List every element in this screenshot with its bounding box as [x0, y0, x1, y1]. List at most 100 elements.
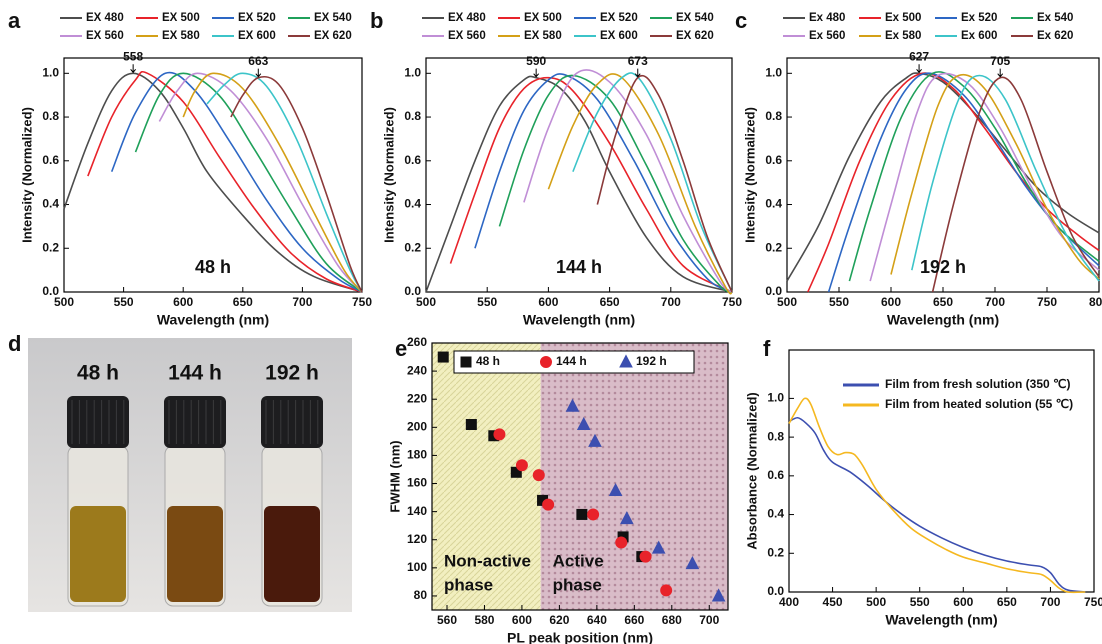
legend-label: EX 500 [162, 12, 200, 24]
point [615, 536, 628, 549]
series-line [807, 72, 1100, 293]
point [565, 398, 580, 412]
peak-label: 663 [248, 54, 268, 68]
inset-label: 192 h [920, 257, 966, 277]
legend-label: Ex 480 [809, 12, 845, 24]
x-tick-label: 600 [881, 295, 901, 309]
y-tick-label: 240 [407, 363, 427, 377]
x-tick-label: 600 [173, 295, 193, 309]
legend-label: EX 620 [314, 30, 352, 42]
point [608, 482, 623, 497]
point [437, 351, 449, 363]
y-tick-label: 0.6 [404, 153, 421, 167]
series-line [449, 76, 733, 293]
sample-label: 144 h [168, 362, 222, 385]
y-tick-label: 1.0 [765, 65, 782, 79]
y-axis-title: FWHM (nm) [387, 440, 402, 512]
series-line [425, 75, 733, 293]
y-tick-label: 140 [407, 504, 427, 518]
x-axis-title: Wavelength (nm) [887, 312, 999, 328]
legend-label: Ex 560 [809, 30, 845, 42]
panel-letter: e [395, 336, 407, 361]
point [620, 511, 634, 525]
point [532, 469, 545, 482]
x-tick-label: 660 [624, 613, 644, 627]
series-line [158, 72, 363, 293]
peak-label: 627 [909, 49, 929, 63]
phase-label: phase [553, 575, 602, 594]
x-axis-title: PL peak position (nm) [507, 630, 653, 644]
peak-arrow [130, 64, 137, 74]
x-tick-label: 500 [866, 595, 886, 609]
y-tick-label: 0.8 [404, 109, 421, 123]
plot-frame [786, 57, 1100, 293]
x-axis-title: Wavelength (nm) [885, 612, 997, 628]
plot-frame [425, 57, 733, 293]
legend-label: EX 520 [600, 12, 638, 24]
x-tick-label: 500 [416, 295, 436, 309]
series-line [869, 72, 1100, 282]
legend-label: EX 580 [162, 30, 200, 42]
y-tick-label: 0.0 [404, 284, 421, 298]
y-tick-label: 0.8 [765, 109, 782, 123]
legend-label: 192 h [636, 354, 667, 368]
x-tick-label: 650 [600, 295, 620, 309]
series-line [547, 73, 733, 295]
peak-arrow [997, 68, 1004, 78]
legend-label: EX 560 [448, 30, 486, 42]
legend-label: Ex 540 [1037, 12, 1073, 24]
x-tick-label: 550 [829, 295, 849, 309]
y-tick-label: 1.0 [404, 65, 421, 79]
y-tick-label: 0.4 [404, 197, 421, 211]
vial-liquid [264, 506, 320, 602]
y-tick-label: 120 [407, 532, 427, 546]
point [576, 508, 588, 520]
x-tick-label: 700 [1040, 595, 1060, 609]
x-tick-label: 500 [777, 295, 797, 309]
series-line [206, 72, 363, 293]
point [493, 428, 506, 441]
plot-frame [788, 349, 1095, 593]
x-tick-label: 750 [352, 295, 372, 309]
x-tick-label: 650 [233, 295, 253, 309]
y-tick-label: 0.6 [42, 153, 59, 167]
series-line [827, 72, 1100, 293]
vial-liquid [70, 506, 126, 602]
phase-label: Active [553, 551, 604, 570]
y-axis-title: Absorbance (Normalized) [744, 392, 759, 549]
point [660, 584, 673, 597]
point [685, 556, 700, 570]
legend-label: 48 h [476, 354, 500, 368]
series-line [911, 74, 1100, 282]
x-tick-label: 550 [477, 295, 497, 309]
legend-label: EX 500 [524, 12, 562, 24]
series-line [931, 76, 1100, 293]
series-line [523, 69, 733, 293]
legend-label: EX 480 [448, 12, 486, 24]
y-tick-label: 160 [407, 476, 427, 490]
y-tick-label: 220 [407, 391, 427, 405]
peak-arrow [634, 68, 641, 78]
series-line [788, 416, 1086, 593]
legend-label: Ex 520 [961, 12, 997, 24]
legend-marker [540, 356, 552, 368]
point [587, 508, 600, 521]
y-tick-label: 0.8 [767, 429, 784, 443]
peak-label: 590 [526, 54, 546, 68]
x-tick-label: 800 [1089, 295, 1102, 309]
y-axis-title: Intensity (Normalized) [742, 107, 757, 243]
y-axis-title: Intensity (Normalized) [381, 107, 396, 243]
y-axis-title: Intensity (Normalized) [19, 107, 34, 243]
x-tick-label: 600 [512, 613, 532, 627]
y-tick-label: 0.6 [765, 153, 782, 167]
legend-label: EX 540 [676, 12, 714, 24]
vial-cap [261, 396, 323, 448]
y-tick-label: 0.4 [765, 197, 782, 211]
legend-label: EX 480 [86, 12, 124, 24]
point [465, 419, 477, 431]
legend-label: EX 620 [676, 30, 714, 42]
x-tick-label: 700 [661, 295, 681, 309]
x-tick-label: 700 [985, 295, 1005, 309]
panel-letter: d [8, 331, 21, 356]
peak-label: 705 [990, 54, 1010, 68]
